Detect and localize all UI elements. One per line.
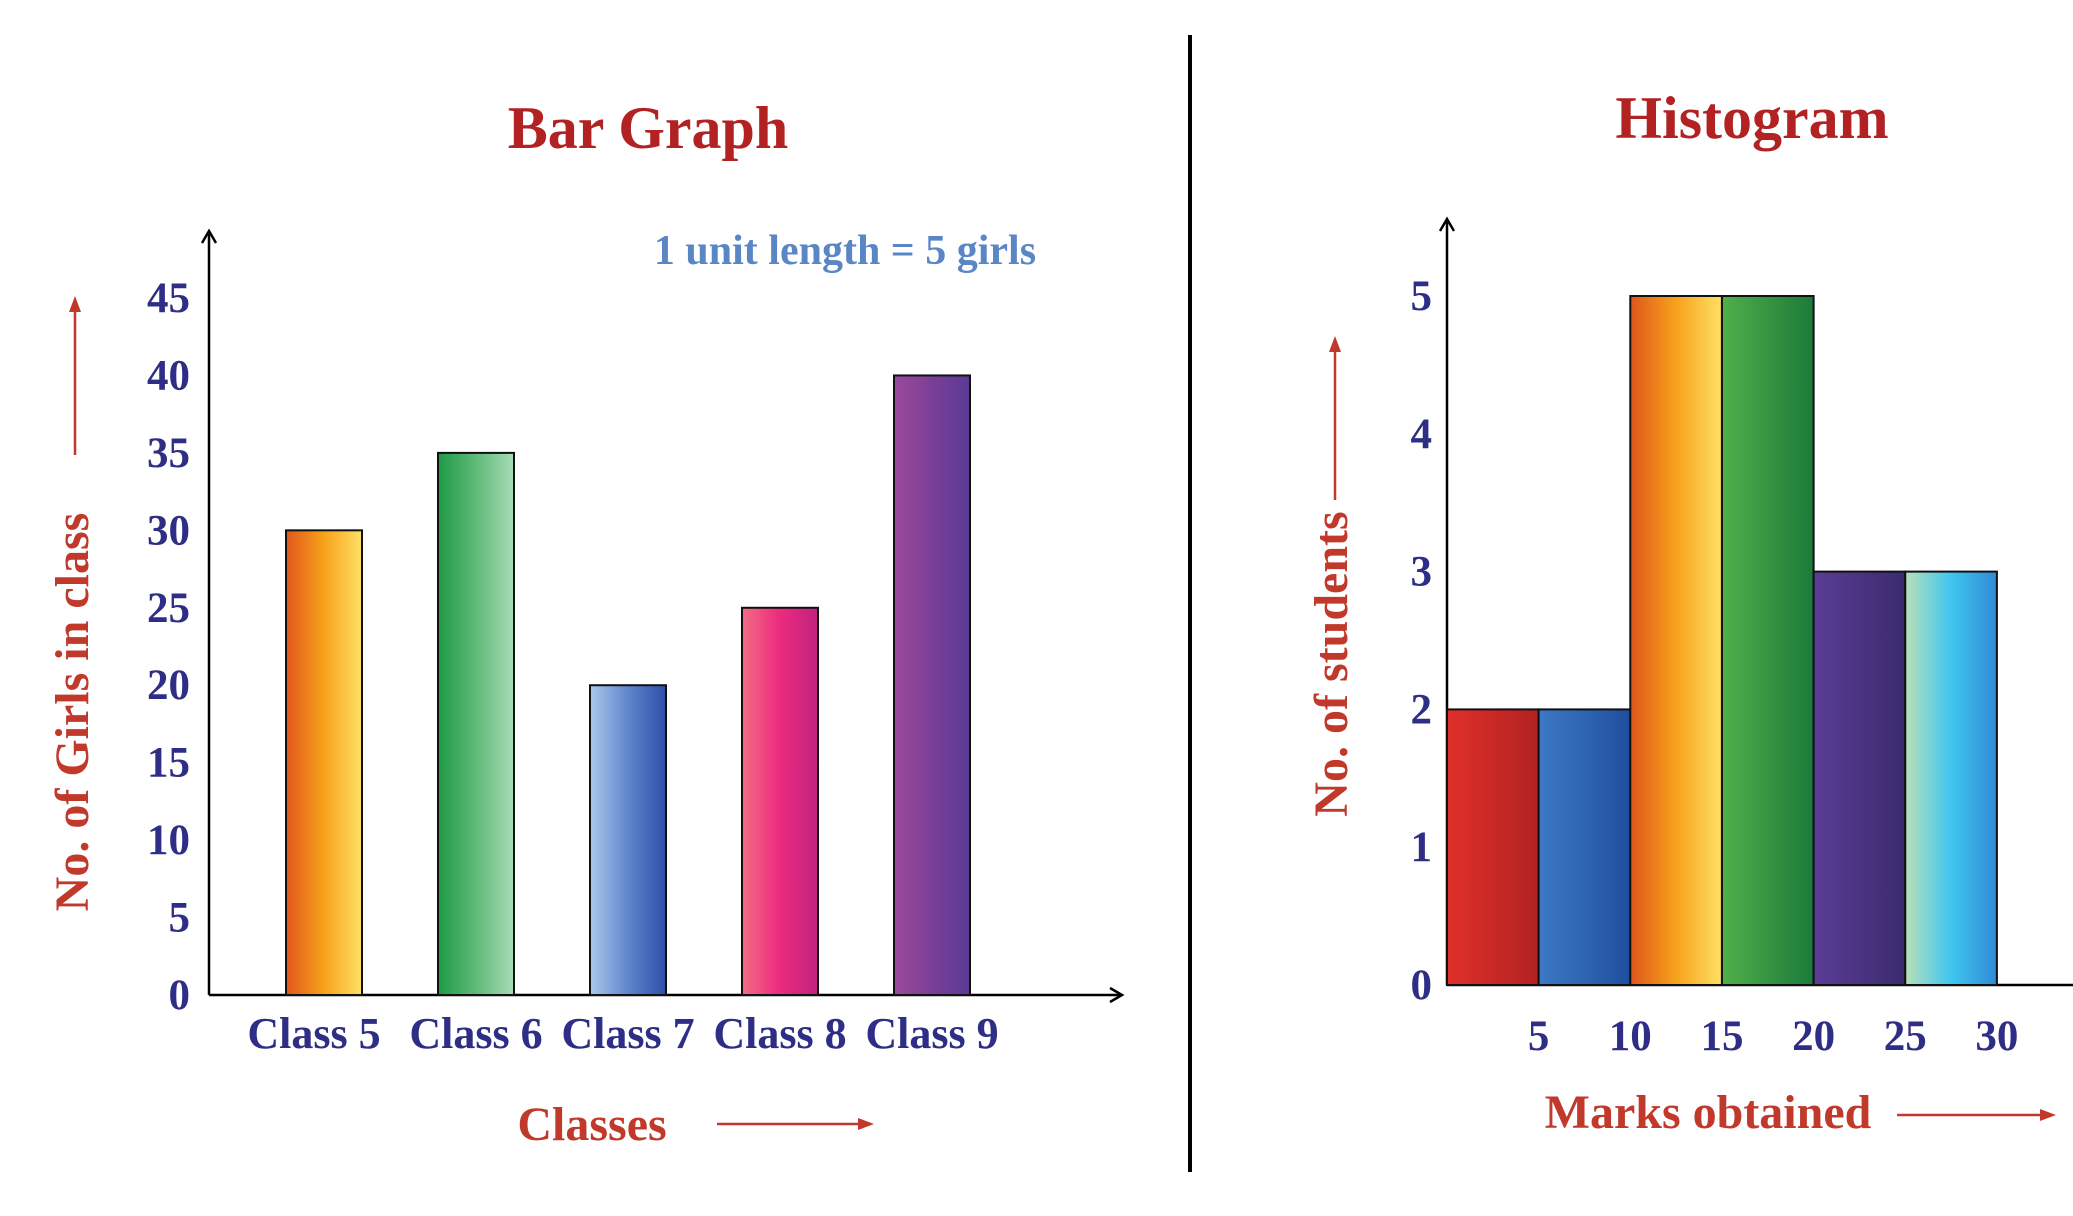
histogram-y-axis-title: No. of students xyxy=(1305,511,1358,816)
histogram-y-tick-label: 0 xyxy=(1411,962,1433,1009)
histogram-title: Histogram xyxy=(1615,85,1888,151)
bar-graph-bar xyxy=(589,684,667,996)
bar-graph-bar xyxy=(893,374,971,996)
histogram-y-tick-label: 5 xyxy=(1411,273,1433,320)
bar-graph-category-label: Class 9 xyxy=(865,1009,998,1058)
bar-graph-unit-note: 1 unit length = 5 girls xyxy=(654,228,1036,274)
histogram-x-tick-label: 5 xyxy=(1528,1013,1550,1060)
histogram-x-tick-label: 25 xyxy=(1884,1013,1927,1060)
histogram-bar xyxy=(1812,570,1907,986)
histogram-x-axis-title: Marks obtained xyxy=(1545,1086,1872,1139)
histogram-y-tick-label: 4 xyxy=(1411,411,1433,458)
bar-graph-y-tick-label: 10 xyxy=(147,817,190,864)
bar-graph-x-axis-arrow xyxy=(1109,986,1125,1004)
bar-graph-y-tick-label: 30 xyxy=(147,507,190,554)
histogram-x-tick-label: 10 xyxy=(1609,1013,1652,1060)
histogram-x-title-arrowhead xyxy=(2040,1109,2056,1121)
histogram-x-tick-label: 20 xyxy=(1792,1013,1835,1060)
histogram-y-tick-label: 2 xyxy=(1411,686,1433,733)
bar-graph-category-label: Class 5 xyxy=(247,1009,380,1058)
histogram-x-tick-label: 15 xyxy=(1700,1013,1743,1060)
bar-graph-title: Bar Graph xyxy=(508,95,789,161)
bar-graph-y-tick-label: 40 xyxy=(147,352,190,399)
bar-graph-category-label: Class 6 xyxy=(409,1009,542,1058)
histogram-x-tick-label: 30 xyxy=(1975,1013,2018,1060)
bar-graph-y-axis-arrow xyxy=(200,228,218,244)
bar-graph-bar xyxy=(741,606,819,996)
histogram-y-tick-label: 3 xyxy=(1411,549,1433,596)
bar-graph-y-tick-label: 0 xyxy=(169,972,191,1019)
histogram-bar xyxy=(1537,708,1632,987)
bar-graph-y-axis-title: No. of Girls in class xyxy=(46,513,99,912)
bar-graph-x-axis-title: Classes xyxy=(517,1098,666,1151)
histogram-y-tick-label: 1 xyxy=(1411,824,1433,871)
bar-graph-y-tick-label: 35 xyxy=(147,430,190,477)
bar-graph-category-label: Class 7 xyxy=(561,1009,694,1058)
bar-graph-bar xyxy=(437,451,515,996)
histogram-y-axis-arrow xyxy=(1438,216,1456,232)
bar-graph-bar xyxy=(285,529,363,996)
histogram-chart: Histogram 0 1 2 3 4 5 5 10 15 20 25 30 No. of stud… xyxy=(1305,85,2073,1139)
bar-graph-y-title-arrowhead xyxy=(69,296,81,312)
histogram-bar xyxy=(1720,295,1815,986)
histogram-bar xyxy=(1904,570,1998,986)
bar-graph-chart: Bar Graph 1 unit length = 5 girls 0 5 10 15… xyxy=(46,95,1125,1151)
bar-graph-y-tick-label: 20 xyxy=(147,662,190,709)
histogram-bar xyxy=(1629,295,1723,986)
bar-graph-y-tick-label: 25 xyxy=(147,585,190,632)
histogram-bar xyxy=(1446,708,1540,987)
bar-graph-y-tick-label: 15 xyxy=(147,740,190,787)
bar-graph-y-tick-label: 45 xyxy=(147,275,190,322)
histogram-y-title-arrowhead xyxy=(1329,336,1341,352)
bar-graph-y-tick-label: 5 xyxy=(169,895,191,942)
bar-graph-category-label: Class 8 xyxy=(713,1009,846,1058)
bar-graph-x-title-arrowhead xyxy=(858,1118,874,1130)
